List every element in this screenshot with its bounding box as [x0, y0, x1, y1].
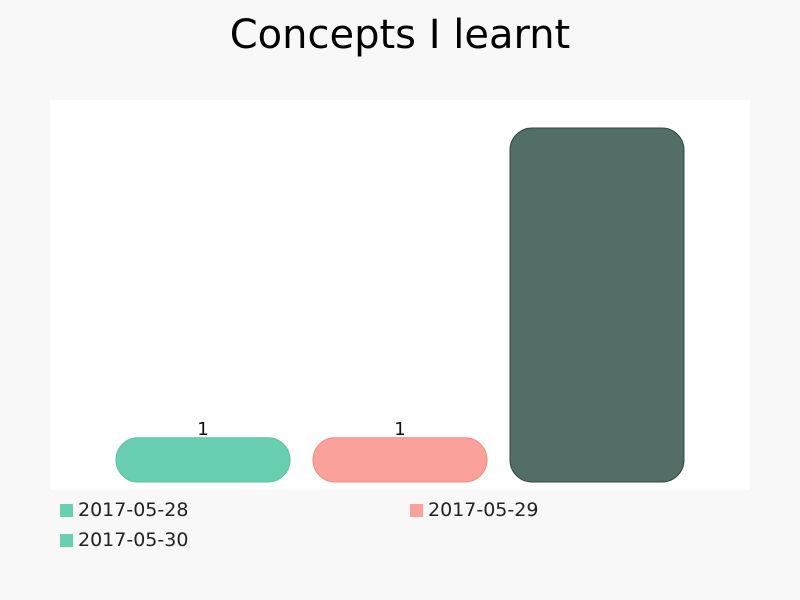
legend-label: 2017-05-29	[428, 499, 539, 521]
legend-item-2017-05-30[interactable]: 2017-05-30	[60, 529, 189, 551]
legend-swatch	[410, 503, 423, 517]
legend-swatch	[60, 503, 73, 517]
legend-item-2017-05-28[interactable]: 2017-05-28	[60, 499, 189, 521]
legend-item-2017-05-29[interactable]: 2017-05-29	[410, 499, 539, 521]
data-label-2017-05-28: 1	[197, 419, 208, 440]
data-label-2017-05-29: 1	[394, 419, 405, 440]
legend-swatch	[60, 533, 73, 547]
legend-label: 2017-05-30	[78, 529, 189, 551]
chart-title: Concepts I learnt	[229, 12, 571, 58]
bar-2017-05-29[interactable]	[312, 437, 488, 483]
legend-label: 2017-05-28	[78, 499, 189, 521]
bars-layer	[115, 127, 685, 483]
bar-2017-05-30[interactable]	[509, 127, 685, 483]
bar-2017-05-28[interactable]	[115, 437, 291, 483]
